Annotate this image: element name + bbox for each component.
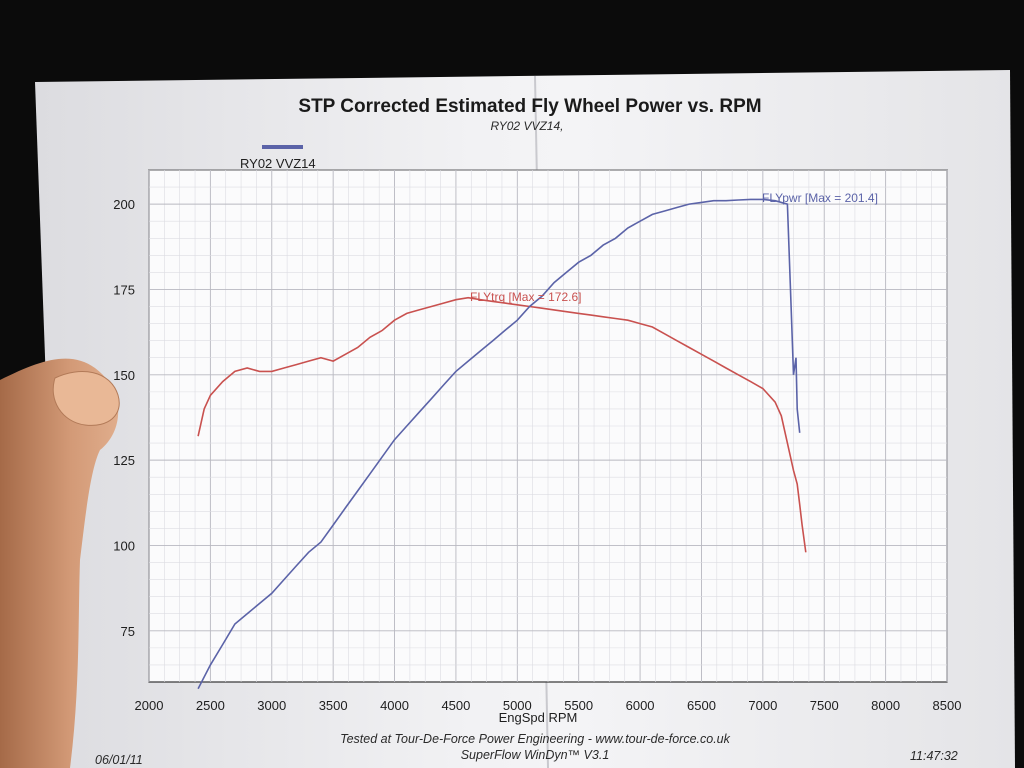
- chart-title: STP Corrected Estimated Fly Wheel Power …: [298, 96, 761, 117]
- x-tick-label: 8500: [933, 698, 962, 713]
- y-tick-label: 75: [121, 624, 135, 639]
- footer-tested-at: Tested at Tour-De-Force Power Engineerin…: [340, 732, 731, 746]
- x-tick-label: 5000: [503, 698, 532, 713]
- hand: [0, 358, 120, 768]
- series-line-flytrq: [197, 296, 807, 553]
- x-tick-label: 7000: [748, 698, 777, 713]
- y-tick-label: 200: [113, 197, 135, 212]
- chart-subtitle: RY02 VVZ14,: [491, 119, 564, 133]
- series-line-flypwr: [197, 198, 801, 690]
- x-tick-label: 5500: [564, 698, 593, 713]
- annotation-flytrq-max: FLYtrq [Max = 172.6]: [470, 290, 582, 304]
- y-tick-label: 150: [113, 368, 135, 383]
- footer-time: 11:47:32: [910, 749, 958, 763]
- x-tick-label: 2500: [196, 698, 225, 713]
- x-tick-label: 3000: [257, 698, 286, 713]
- x-tick-label: 2000: [135, 698, 164, 713]
- legend-entry: RY02 VVZ14: [240, 156, 316, 171]
- x-tick-label: 4000: [380, 698, 409, 713]
- x-tick-label: 7500: [810, 698, 839, 713]
- y-tick-label: 125: [113, 453, 135, 468]
- y-tick-label: 175: [113, 282, 135, 297]
- x-tick-label: 6000: [626, 698, 655, 713]
- x-tick-label: 6500: [687, 698, 716, 713]
- x-tick-label: 3500: [319, 698, 348, 713]
- x-axis-label: EngSpd RPM: [499, 710, 578, 725]
- annotation-flypwr-max: FLYpwr [Max = 201.4]: [762, 191, 878, 205]
- y-tick-label: 100: [113, 538, 135, 553]
- x-tick-label: 8000: [871, 698, 900, 713]
- footer-software: SuperFlow WinDyn™ V3.1: [461, 748, 610, 762]
- x-tick-label: 4500: [441, 698, 470, 713]
- footer-date: 06/01/11: [95, 753, 143, 767]
- y-axis: 75 100 125 150 175 200: [113, 197, 135, 639]
- x-axis: 2000 2500 3000 3500 4000 4500 5000 5500 6000 6500…: [135, 698, 962, 713]
